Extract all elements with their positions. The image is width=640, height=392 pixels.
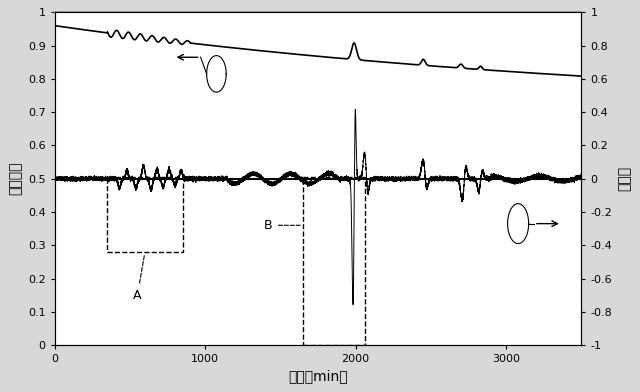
Bar [108,177,182,252]
Y-axis label: 差分値: 差分値 [618,166,632,191]
X-axis label: 時間（min）: 時間（min） [288,370,348,384]
Bar [303,177,365,345]
Text: B: B [264,219,300,232]
Text: A: A [133,255,145,301]
Y-axis label: 養着速度: 養着速度 [8,162,22,196]
